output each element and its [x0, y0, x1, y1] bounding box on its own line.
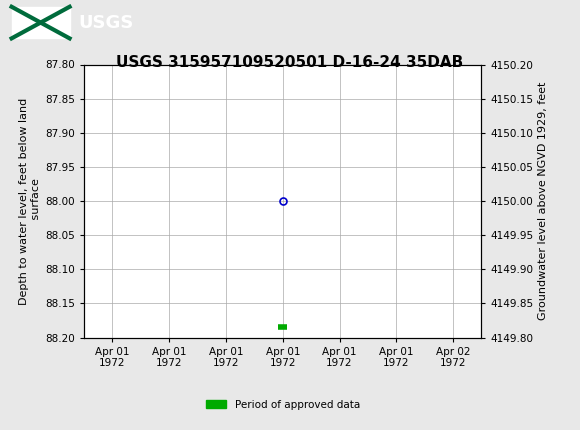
Text: USGS 315957109520501 D-16-24 35DAB: USGS 315957109520501 D-16-24 35DAB — [117, 55, 463, 70]
Legend: Period of approved data: Period of approved data — [201, 396, 364, 414]
Text: USGS: USGS — [78, 14, 133, 31]
Y-axis label: Depth to water level, feet below land
 surface: Depth to water level, feet below land su… — [20, 98, 41, 304]
Y-axis label: Groundwater level above NGVD 1929, feet: Groundwater level above NGVD 1929, feet — [538, 82, 548, 320]
Polygon shape — [12, 7, 70, 38]
